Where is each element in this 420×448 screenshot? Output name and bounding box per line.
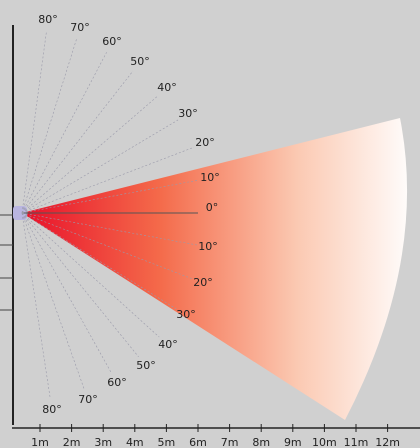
angle-ray (21, 95, 159, 214)
angle-ray (21, 212, 197, 246)
angle-ray (21, 212, 51, 399)
distance-label: 4m (126, 436, 144, 448)
detection-fan (22, 118, 408, 420)
angle-label: 40° (157, 81, 177, 94)
distance-label: 6m (189, 436, 207, 448)
angle-ray (21, 146, 195, 214)
distance-label: 2m (63, 436, 81, 448)
angle-label: 10° (200, 171, 220, 184)
angle-label: 0° (206, 201, 219, 214)
distance-label: 11m (344, 436, 369, 448)
angle-ray (21, 179, 199, 214)
angle-label: 70° (70, 21, 90, 34)
angle-label: 30° (178, 107, 198, 120)
labels: 80°70°60°50°40°30°20°10°10°20°30°40°50°6… (21, 13, 400, 448)
distance-label: 10m (312, 436, 337, 448)
angle-label: 10° (198, 240, 218, 253)
sensor (13, 206, 27, 220)
angle-ray (21, 31, 47, 214)
angle-label: 60° (102, 35, 122, 48)
distance-label: 7m (221, 436, 239, 448)
angle-ray (21, 212, 160, 338)
angle-label: 80° (42, 403, 62, 416)
distance-label: 5m (158, 436, 176, 448)
distance-label: 8m (252, 436, 270, 448)
angle-label: 30° (176, 308, 196, 321)
angle-label: 50° (130, 55, 150, 68)
angle-ray (21, 212, 193, 280)
distance-label: 1m (31, 436, 49, 448)
wall-ticks (0, 214, 13, 311)
angle-label: 20° (193, 276, 213, 289)
angle-label: 80° (38, 13, 58, 26)
angle-ray (21, 212, 139, 358)
angle-label: 50° (136, 359, 156, 372)
angle-label: 20° (195, 136, 215, 149)
angle-ray (21, 212, 112, 373)
angle-ray (21, 212, 85, 389)
angle-label: 70° (78, 393, 98, 406)
angle-label: 40° (158, 338, 178, 351)
distance-label: 9m (284, 436, 302, 448)
distance-label: 3m (94, 436, 112, 448)
distance-label: 12m (375, 436, 400, 448)
angle-label: 60° (107, 376, 127, 389)
